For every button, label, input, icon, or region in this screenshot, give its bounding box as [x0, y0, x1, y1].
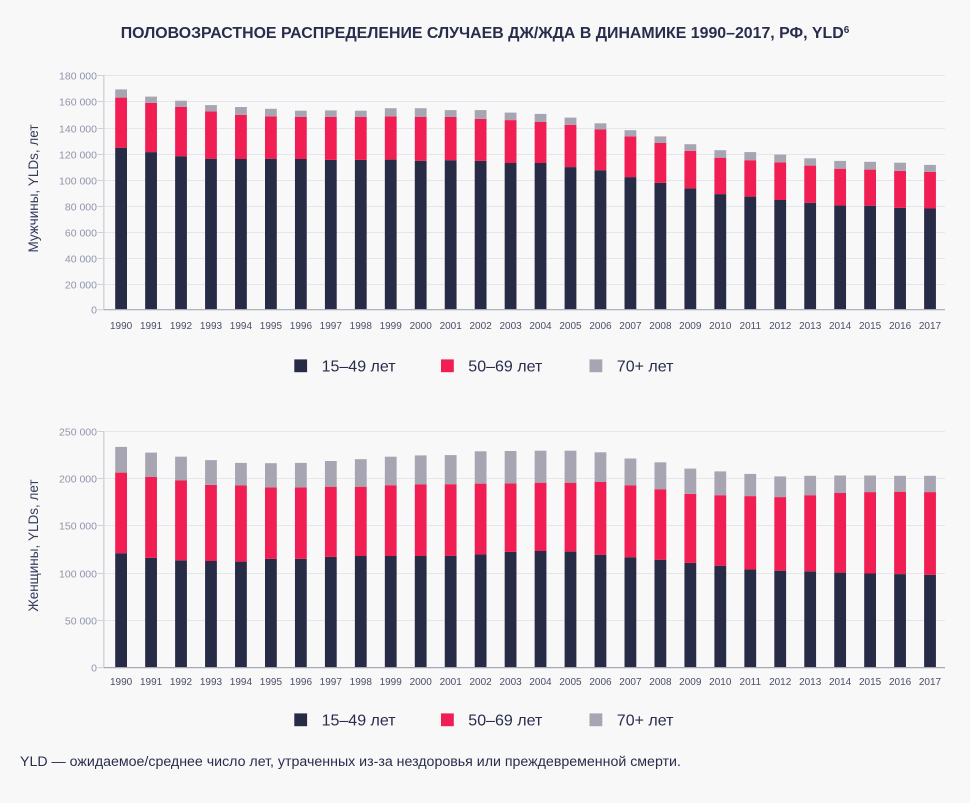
svg-text:2012: 2012 [769, 321, 792, 332]
svg-text:2017: 2017 [919, 321, 942, 332]
svg-text:100 000: 100 000 [59, 568, 97, 580]
svg-text:ПОЛОВОЗРАСТНОЕ РАСПРЕДЕЛЕНИЕ С: ПОЛОВОЗРАСТНОЕ РАСПРЕДЕЛЕНИЕ СЛУЧАЕВ ДЖ/… [121, 25, 850, 42]
svg-text:2006: 2006 [589, 677, 612, 688]
svg-text:Женщины, YLDs, лет: Женщины, YLDs, лет [26, 479, 41, 611]
svg-text:1992: 1992 [170, 677, 193, 688]
svg-text:2009: 2009 [679, 677, 702, 688]
svg-text:2001: 2001 [440, 677, 463, 688]
svg-text:2008: 2008 [649, 677, 672, 688]
svg-text:50–69 лет: 50–69 лет [468, 713, 543, 730]
svg-text:70+ лет: 70+ лет [617, 359, 674, 376]
svg-text:2005: 2005 [559, 321, 582, 332]
svg-text:20 000: 20 000 [65, 279, 97, 291]
svg-text:1994: 1994 [230, 677, 253, 688]
svg-text:2001: 2001 [440, 321, 463, 332]
svg-text:1996: 1996 [290, 677, 313, 688]
svg-text:2000: 2000 [410, 677, 433, 688]
svg-text:2004: 2004 [529, 321, 552, 332]
svg-text:140 000: 140 000 [59, 123, 97, 135]
svg-text:2011: 2011 [740, 321, 762, 332]
svg-text:70+ лет: 70+ лет [617, 713, 674, 730]
svg-text:60 000: 60 000 [65, 227, 97, 239]
svg-text:2016: 2016 [889, 677, 912, 688]
svg-text:1999: 1999 [380, 321, 403, 332]
svg-text:15–49 лет: 15–49 лет [322, 359, 397, 376]
svg-text:2004: 2004 [529, 677, 552, 688]
svg-text:2005: 2005 [559, 677, 582, 688]
svg-text:2002: 2002 [469, 677, 492, 688]
svg-text:2012: 2012 [769, 677, 792, 688]
svg-text:1990: 1990 [110, 677, 133, 688]
svg-text:2008: 2008 [649, 321, 672, 332]
svg-text:2013: 2013 [799, 677, 822, 688]
svg-text:120 000: 120 000 [59, 149, 97, 161]
svg-text:2011: 2011 [740, 677, 762, 688]
svg-text:150 000: 150 000 [59, 520, 97, 532]
svg-text:2002: 2002 [469, 321, 492, 332]
svg-text:2000: 2000 [410, 321, 433, 332]
svg-text:2006: 2006 [589, 321, 612, 332]
svg-text:YLD — ожидаемое/среднее число: YLD — ожидаемое/среднее число лет, утрач… [20, 754, 681, 770]
svg-text:1991: 1991 [140, 677, 163, 688]
svg-text:2016: 2016 [889, 321, 912, 332]
svg-text:1990: 1990 [110, 321, 133, 332]
svg-text:2007: 2007 [619, 677, 642, 688]
svg-text:0: 0 [91, 305, 97, 317]
svg-text:1996: 1996 [290, 321, 313, 332]
svg-text:2017: 2017 [919, 677, 942, 688]
svg-text:2010: 2010 [709, 677, 732, 688]
svg-text:1993: 1993 [200, 677, 223, 688]
svg-text:1992: 1992 [170, 321, 193, 332]
svg-text:80 000: 80 000 [65, 201, 97, 213]
svg-text:1994: 1994 [230, 321, 253, 332]
svg-text:100 000: 100 000 [59, 175, 97, 187]
svg-text:180 000: 180 000 [59, 70, 97, 82]
svg-text:50 000: 50 000 [65, 615, 97, 627]
svg-text:2007: 2007 [619, 321, 642, 332]
svg-text:1995: 1995 [260, 321, 283, 332]
svg-text:2014: 2014 [829, 321, 852, 332]
svg-text:1995: 1995 [260, 677, 283, 688]
svg-text:200 000: 200 000 [59, 473, 97, 485]
svg-text:1998: 1998 [350, 321, 373, 332]
svg-text:160 000: 160 000 [59, 96, 97, 108]
svg-text:250 000: 250 000 [59, 426, 97, 438]
svg-text:1998: 1998 [350, 677, 373, 688]
svg-text:2003: 2003 [499, 677, 522, 688]
svg-text:1993: 1993 [200, 321, 223, 332]
svg-text:2013: 2013 [799, 321, 822, 332]
svg-text:1999: 1999 [380, 677, 403, 688]
svg-text:2010: 2010 [709, 321, 732, 332]
svg-text:1991: 1991 [140, 321, 163, 332]
svg-text:2015: 2015 [859, 677, 882, 688]
svg-text:0: 0 [91, 663, 97, 675]
svg-text:1997: 1997 [320, 677, 343, 688]
svg-text:40 000: 40 000 [65, 253, 97, 265]
svg-text:2015: 2015 [859, 321, 882, 332]
svg-text:2009: 2009 [679, 321, 702, 332]
svg-text:15–49 лет: 15–49 лет [322, 713, 397, 730]
svg-text:2014: 2014 [829, 677, 852, 688]
svg-text:50–69 лет: 50–69 лет [468, 359, 543, 376]
svg-text:Мужчины, YLDs, лет: Мужчины, YLDs, лет [26, 124, 41, 252]
svg-text:2003: 2003 [499, 321, 522, 332]
svg-text:1997: 1997 [320, 321, 343, 332]
